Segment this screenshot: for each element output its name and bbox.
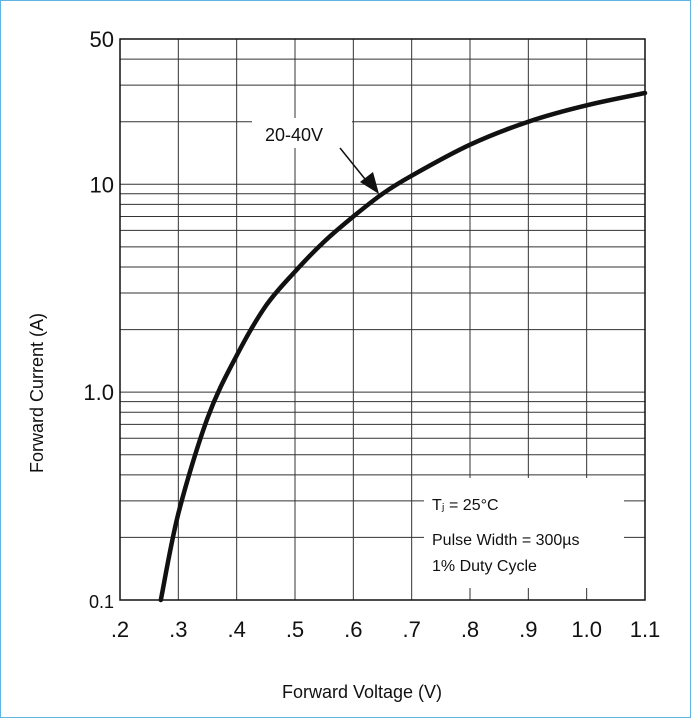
x-tick-label: .8 — [461, 617, 479, 642]
y-axis-title: Forward Current (A) — [27, 313, 47, 473]
y-tick-label: 50 — [90, 27, 114, 52]
annotation-arrow-line — [339, 147, 370, 185]
x-tick-label: .5 — [286, 617, 304, 642]
plot-area — [119, 38, 646, 601]
annotation-arrow-head — [360, 172, 379, 194]
series-label: 20-40V — [265, 125, 323, 145]
x-tick-label: .2 — [111, 617, 129, 642]
condition-temperature: Tⱼ = 25°C — [432, 497, 499, 514]
y-tick-label: 10 — [90, 172, 114, 197]
x-tick-label: .6 — [344, 617, 362, 642]
y-axis-ticks: 50 10 1.0 0.1 — [83, 27, 114, 612]
condition-duty-cycle: 1% Duty Cycle — [432, 558, 537, 575]
x-tick-label: .9 — [519, 617, 537, 642]
condition-pulse-width: Pulse Width = 300µs — [432, 532, 580, 549]
x-tick-label: .3 — [169, 617, 187, 642]
y-tick-label: 1.0 — [83, 380, 114, 405]
y-tick-label: 0.1 — [89, 592, 114, 612]
x-tick-label: 1.0 — [571, 617, 602, 642]
x-axis-title: Forward Voltage (V) — [282, 682, 442, 702]
x-tick-label: .4 — [227, 617, 245, 642]
conditions-box — [424, 478, 624, 588]
x-axis-ticks: .2 .3 .4 .5 .6 .7 .8 .9 1.0 1.1 — [111, 617, 660, 642]
series-label-box — [252, 118, 352, 148]
series-line-20-40v — [158, 90, 648, 603]
x-tick-label: .7 — [402, 617, 420, 642]
x-tick-label: 1.1 — [630, 617, 661, 642]
